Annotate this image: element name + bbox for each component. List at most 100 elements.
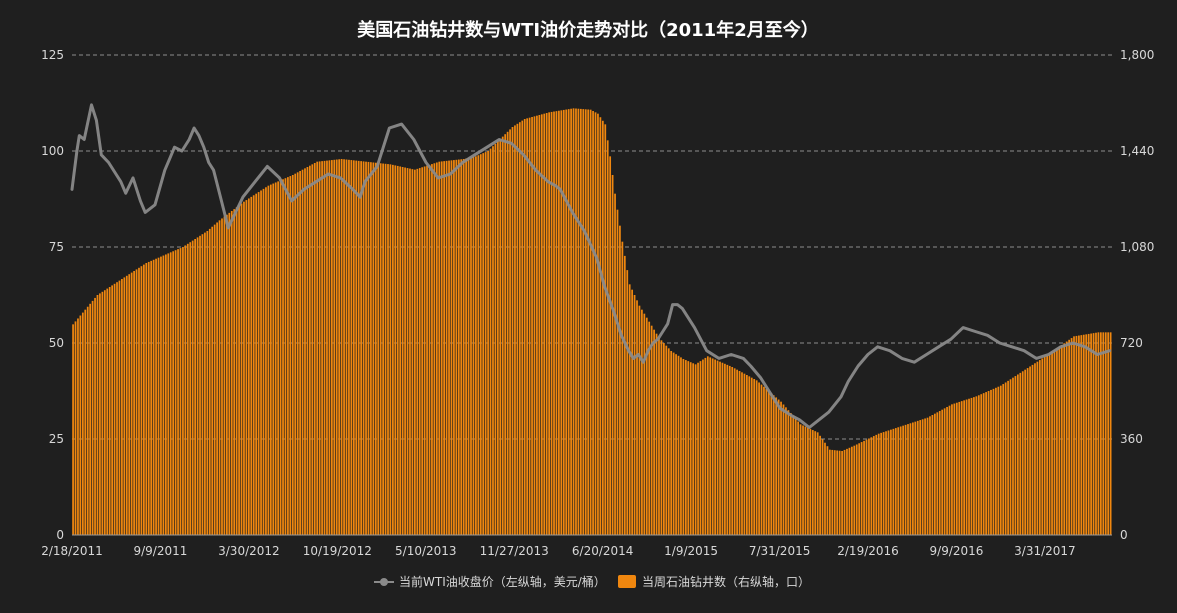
- rig-count-bar: [374, 162, 377, 536]
- rig-count-bar: [255, 193, 258, 536]
- rig-count-bar: [191, 240, 194, 535]
- rig-count-bar: [387, 164, 389, 535]
- rig-count-bar: [72, 324, 74, 535]
- rig-count-bar: [284, 178, 287, 535]
- rig-count-bar: [169, 252, 172, 535]
- rig-count-bar: [1053, 350, 1056, 535]
- rig-count-bar: [184, 245, 187, 535]
- rig-count-bar: [655, 333, 658, 535]
- rig-count-bar: [706, 356, 709, 535]
- rig-count-bar: [865, 439, 868, 535]
- rig-count-bar: [995, 387, 997, 535]
- rig-count-bar: [562, 109, 565, 536]
- rig-count-bar: [389, 164, 392, 535]
- rig-count-bar: [208, 228, 211, 535]
- legend-item-rigs[interactable]: 当周石油钻井数（右纵轴，口）: [618, 574, 810, 589]
- rig-count-bar: [868, 438, 870, 535]
- rig-count-bar: [262, 188, 265, 535]
- rig-count-bar: [186, 243, 189, 536]
- rig-count-bar: [565, 109, 568, 535]
- rig-count-bar: [460, 159, 463, 535]
- rig-count-bar: [628, 284, 631, 535]
- rig-count-bar: [711, 358, 714, 535]
- rig-count-bar: [455, 159, 458, 536]
- rig-count-bar: [111, 285, 113, 535]
- rig-count-bar: [926, 417, 929, 535]
- rig-count-bar: [516, 123, 519, 536]
- rig-count-bar: [929, 416, 931, 535]
- rig-count-bar: [348, 159, 350, 536]
- rig-count-bar: [543, 113, 546, 536]
- rig-count-bar: [223, 216, 226, 535]
- rig-count-bar: [794, 418, 797, 535]
- x-axis-tick-label: 9/9/2011: [133, 544, 187, 558]
- rig-count-bar: [675, 354, 677, 535]
- rig-count-bar: [316, 161, 319, 536]
- rig-count-bar: [858, 443, 861, 535]
- rig-count-bar: [145, 263, 148, 535]
- rig-count-bar: [1016, 374, 1019, 535]
- rig-count-bar: [572, 108, 575, 535]
- rig-count-bar: [1029, 366, 1031, 535]
- rig-count-bar: [682, 359, 685, 535]
- rig-count-bar: [550, 111, 553, 536]
- rig-count-bar: [392, 164, 394, 535]
- rig-count-bar: [765, 388, 768, 535]
- rig-count-bar: [721, 362, 724, 535]
- rig-count-bar: [365, 161, 367, 536]
- rig-count-bar: [1063, 343, 1066, 535]
- rig-count-bar: [850, 446, 853, 535]
- rig-count-bar: [909, 423, 912, 535]
- right-axis-tick-label: 1,800: [1120, 48, 1154, 62]
- rig-count-bar: [697, 362, 699, 535]
- rig-count-bar: [240, 203, 243, 535]
- rig-count-bar: [819, 435, 821, 535]
- rig-count-bar: [443, 161, 446, 535]
- rig-count-bar: [785, 407, 787, 535]
- rig-count-bar: [567, 109, 570, 535]
- rig-count-bar: [975, 396, 978, 535]
- rig-count-bar: [1004, 382, 1007, 535]
- rig-count-bar: [514, 125, 516, 536]
- x-axis-tick-label: 11/27/2013: [480, 544, 549, 558]
- rig-count-bar: [484, 152, 487, 535]
- rig-count-bar: [946, 407, 948, 535]
- rig-count-bar: [401, 167, 404, 535]
- rig-count-bar: [86, 306, 89, 535]
- rig-count-bar: [1002, 384, 1005, 535]
- rig-count-bar: [257, 192, 260, 535]
- rig-count-bar: [306, 167, 309, 535]
- rig-count-bar: [782, 404, 785, 535]
- rig-count-bar: [709, 357, 712, 535]
- rig-count-bar: [963, 400, 966, 535]
- rig-count-bar: [409, 168, 411, 535]
- legend[interactable]: 当前WTI油收盘价（左纵轴，美元/桶） 当周石油钻井数（右纵轴，口）: [374, 574, 810, 589]
- rig-count-bar: [1060, 345, 1063, 535]
- rig-count-bars: [72, 108, 1112, 536]
- rig-count-bar: [545, 113, 548, 535]
- rig-count-bar: [291, 175, 294, 535]
- legend-circle-icon: [380, 578, 388, 586]
- rig-count-bar: [1058, 346, 1061, 535]
- rig-count-bar: [980, 394, 983, 535]
- rig-count-bar: [501, 136, 504, 535]
- rig-count-bar: [846, 448, 848, 535]
- rig-count-bar: [985, 392, 987, 535]
- rig-count-bar: [511, 127, 514, 535]
- rig-count-bar: [1097, 332, 1100, 535]
- rig-count-bar: [289, 176, 292, 535]
- x-axis-tick-label: 7/31/2015: [749, 544, 811, 558]
- rig-count-bar: [96, 295, 99, 535]
- rig-count-bar: [738, 371, 741, 535]
- rig-count-bar: [1104, 332, 1107, 535]
- rig-count-bar: [360, 161, 363, 535]
- rig-count-bar: [855, 444, 858, 535]
- rig-count-bar: [377, 163, 380, 535]
- legend-item-wti[interactable]: 当前WTI油收盘价（左纵轴，美元/桶）: [374, 574, 606, 589]
- rig-count-bar: [648, 321, 651, 535]
- rig-count-bar: [748, 376, 751, 535]
- rig-count-bar: [1038, 360, 1041, 535]
- rig-count-bar: [99, 293, 101, 535]
- rig-count-bar: [933, 413, 936, 535]
